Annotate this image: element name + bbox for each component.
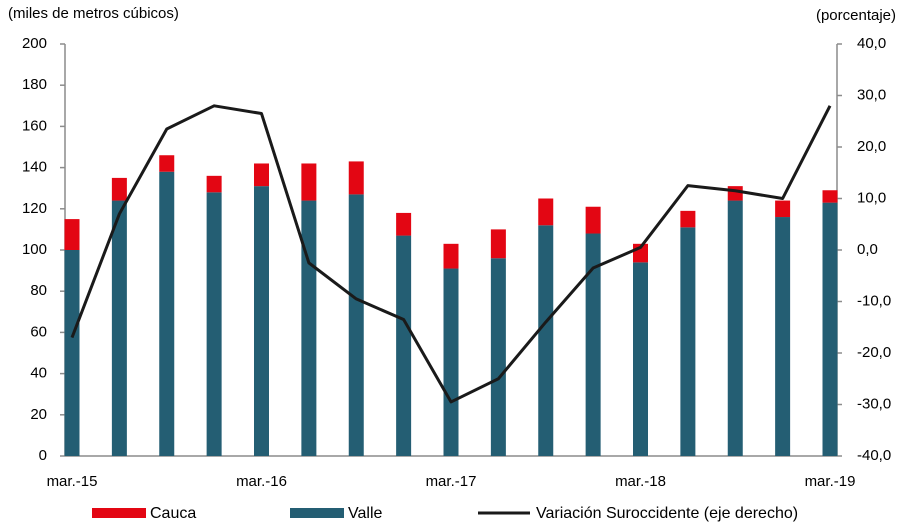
y-tick-label: 20 [30,406,47,423]
bar [111,200,127,456]
y2-tick-label: 20,0 [857,138,886,155]
bar [443,268,459,456]
bar [727,186,743,201]
bar [254,186,269,456]
legend-label: Valle [348,505,382,522]
bar [538,198,554,226]
y-tick-label: 120 [22,200,47,217]
legend-swatch [290,508,344,518]
y-tick-label: 60 [30,323,47,340]
bar [301,163,317,201]
y-tick-label: 180 [22,76,47,93]
bar [348,161,364,195]
y2-tick-label: 30,0 [857,86,886,103]
bar [633,262,648,456]
y2-tick-label: -30,0 [857,395,891,412]
x-tick-label: mar.-19 [805,473,856,490]
y2-tick-label: -40,0 [857,447,891,464]
y-tick-label: 140 [22,159,47,176]
x-tick-label: mar.-16 [236,473,287,490]
bar [585,233,601,456]
bar [490,229,506,259]
line-series [70,104,832,404]
bar [301,200,317,456]
bar [822,202,838,456]
y2-axis-title: (porcentaje) [816,7,896,24]
bar [538,225,554,456]
bar [775,200,791,218]
y2-tick-label: -20,0 [857,344,891,361]
y-tick-label: 0 [39,447,47,464]
bar [585,206,601,234]
y-tick-label: 100 [22,241,47,258]
bar [396,212,412,236]
legend-swatch [92,508,146,518]
bar [64,219,80,250]
x-tick-label: mar.-17 [426,473,477,490]
y-tick-label: 40 [30,365,47,382]
bar [822,190,838,203]
y2-tick-label: 40,0 [857,35,886,52]
bar [254,163,269,187]
bar [206,192,222,456]
bar [159,171,175,456]
bar [64,250,80,456]
bar [348,194,364,456]
y-tick-label: 200 [22,35,47,52]
y-tick-label: 80 [30,282,47,299]
bar [490,258,506,456]
y-axis-title: (miles de metros cúbicos) [8,5,179,22]
x-tick-label: mar.-18 [615,473,666,490]
bar [680,227,696,456]
y2-tick-label: 10,0 [857,189,886,206]
bar [727,200,743,456]
bar [111,177,127,201]
y2-tick-label: 0,0 [857,241,878,258]
bar [159,155,175,172]
y2-tick-label: -10,0 [857,292,891,309]
bar [680,210,696,228]
legend-label: Variación Suroccidente (eje derecho) [536,505,798,522]
bar [443,243,459,269]
y-tick-label: 160 [22,117,47,134]
x-tick-label: mar.-15 [47,473,98,490]
bar [396,235,412,456]
bar [206,175,222,193]
bar [775,217,791,456]
legend-label: Cauca [150,505,196,522]
